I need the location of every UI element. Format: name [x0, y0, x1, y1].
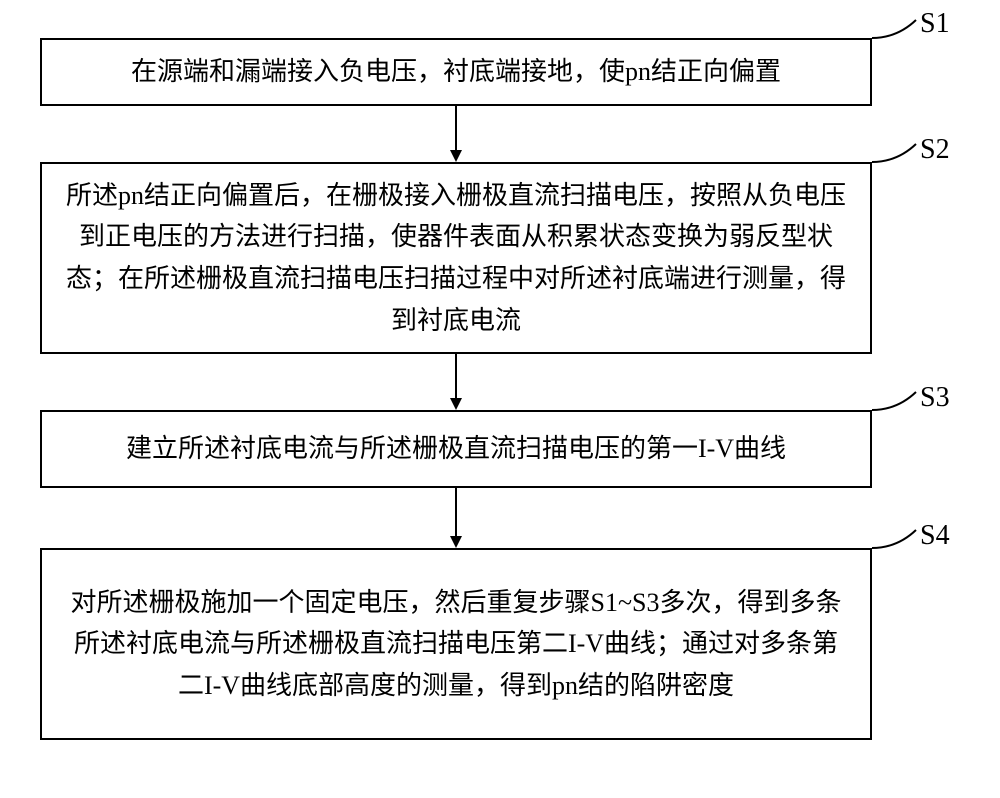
step-box-s2: 所述pn结正向偏置后，在栅极接入栅极直流扫描电压，按照从负电压到正电压的方法进行…: [40, 162, 872, 354]
arrow-line-2: [455, 354, 457, 398]
arrow-head-1: [450, 150, 462, 162]
step-label-s2: S2: [920, 134, 950, 166]
arrow-head-2: [450, 398, 462, 410]
step-box-s3: 建立所述衬底电流与所述栅极直流扫描电压的第一I-V曲线: [40, 410, 872, 488]
arrow-line-3: [455, 488, 457, 536]
step-label-s4: S4: [920, 520, 950, 552]
step-text-s4: 对所述栅极施加一个固定电压，然后重复步骤S1~S3多次，得到多条所述衬底电流与所…: [62, 582, 850, 707]
flowchart-container: 在源端和漏端接入负电压，衬底端接地，使pn结正向偏置 S1 所述pn结正向偏置后…: [0, 0, 1000, 798]
step-text-s1: 在源端和漏端接入负电压，衬底端接地，使pn结正向偏置: [62, 51, 850, 93]
arrow-head-3: [450, 536, 462, 548]
step-box-s1: 在源端和漏端接入负电压，衬底端接地，使pn结正向偏置: [40, 38, 872, 106]
step-box-s4: 对所述栅极施加一个固定电压，然后重复步骤S1~S3多次，得到多条所述衬底电流与所…: [40, 548, 872, 740]
step-label-s3: S3: [920, 382, 950, 414]
step-text-s3: 建立所述衬底电流与所述栅极直流扫描电压的第一I-V曲线: [62, 428, 850, 470]
step-label-s1: S1: [920, 8, 950, 40]
arrow-line-1: [455, 106, 457, 150]
step-text-s2: 所述pn结正向偏置后，在栅极接入栅极直流扫描电压，按照从负电压到正电压的方法进行…: [62, 175, 850, 341]
